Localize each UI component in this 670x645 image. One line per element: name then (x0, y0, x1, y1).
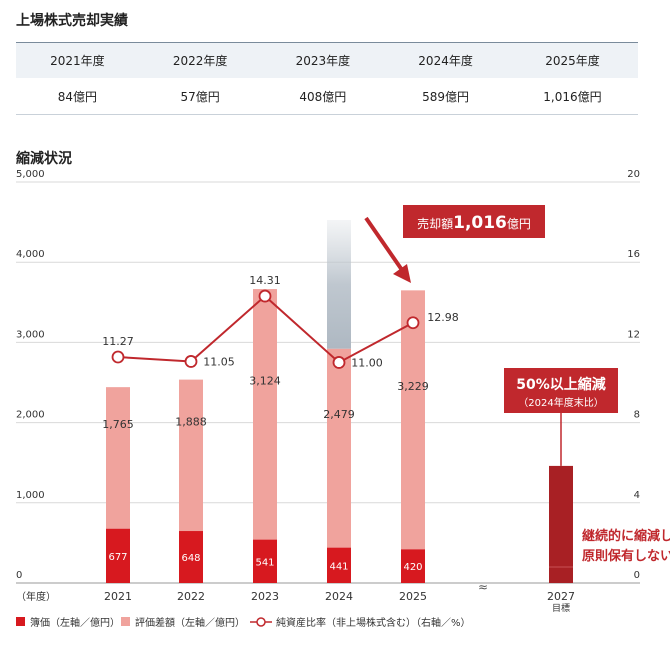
valuation-diff-label: 3,229 (397, 380, 429, 393)
book-value-bar (106, 528, 130, 583)
book-value-bar (253, 539, 277, 583)
ratio-label: 11.27 (102, 335, 134, 348)
sales-year-cell: 2021年度 (16, 42, 139, 78)
sale-callout-box (403, 205, 545, 238)
sales-year-cell: 2024年度 (384, 42, 507, 78)
left-axis-tick-label: 4,000 (16, 249, 45, 260)
valuation-diff-bar (327, 348, 351, 548)
x-tick-label: 2024 (325, 590, 353, 603)
book-value-label: 441 (329, 561, 348, 572)
book-value-bar (179, 531, 203, 583)
reduce-callout-box (504, 368, 618, 413)
sale-callout-text: 売却額1,016億円 (417, 213, 531, 233)
right-axis-tick-label: 12 (627, 329, 640, 340)
x-tick-label: 2025 (399, 590, 427, 603)
sales-amount-cell: 408億円 (261, 78, 385, 115)
book-value-bar (401, 549, 425, 583)
right-axis-tick-label: 16 (627, 249, 640, 260)
legend-swatch-book-value (16, 617, 25, 626)
left-axis-tick-label: 3,000 (16, 329, 45, 340)
x-tick-sublabel-target: 目標 (552, 602, 570, 614)
right-axis-tick-label: 4 (634, 490, 640, 501)
legend-swatch-valuation-diff (121, 617, 130, 626)
legend-label-valuation-diff: 評価差額（左軸／億円） (135, 616, 245, 629)
x-tick-label: 2023 (251, 590, 279, 603)
sales-amount-cell: 589億円 (384, 78, 507, 115)
reduce-callout-line2: （2024年度末比） (518, 396, 603, 409)
left-axis-tick-label: 5,000 (16, 169, 45, 180)
sales-year-cell: 2023年度 (261, 42, 385, 78)
valuation-diff-bar (401, 290, 425, 550)
sales-amount-cell: 1,016億円 (506, 78, 638, 115)
book-value-bar (327, 547, 351, 583)
valuation-diff-label: 3,124 (249, 374, 281, 387)
sales-year-cell: 2025年度 (506, 42, 638, 78)
axis-break-icon: ≈ (478, 580, 488, 594)
ratio-point (184, 355, 198, 368)
ratio-label: 11.05 (203, 355, 235, 368)
sales-amount-cell: 84億円 (16, 78, 139, 115)
sales-amount-cell: 57億円 (138, 78, 262, 115)
legend-label-ratio: 純資産比率（非上場株式含む）（右軸／%） (276, 616, 471, 629)
policy-text-line1: 継続的に縮減し (582, 528, 670, 544)
right-axis-tick-label: 20 (627, 169, 640, 180)
ratio-point (111, 350, 125, 364)
sales-year-cell: 2022年度 (138, 42, 262, 78)
valuation-diff-label: 1,765 (102, 418, 134, 431)
left-axis-tick-label: 1,000 (16, 490, 45, 501)
legend-label-book-value: 簿価（左軸／億円） (30, 616, 120, 629)
valuation-diff-label: 1,888 (175, 415, 207, 428)
chart-section-title: 縮減状況 (16, 151, 72, 167)
x-axis-unit-label: （年度） (16, 590, 56, 603)
x-tick-label-target: 2027 (547, 590, 575, 603)
book-value-label: 541 (255, 557, 274, 568)
right-axis-tick-label: 0 (634, 570, 640, 581)
valuation-diff-bar (179, 379, 203, 532)
sales-table: 2021年度 2022年度 2023年度 2024年度 2025年度 84億円 … (16, 42, 638, 115)
sales-table-amount-row: 84億円 57億円 408億円 589億円 1,016億円 (16, 78, 638, 115)
sale-callout-arrowhead (393, 264, 411, 283)
ratio-point (406, 316, 420, 330)
ratio-point (258, 289, 272, 303)
x-tick-label: 2021 (104, 590, 132, 603)
ratio-label: 11.00 (351, 356, 383, 369)
reduce-callout-line1: 50%以上縮減 (516, 376, 606, 393)
right-axis-tick-label: 8 (634, 410, 640, 421)
target-bar (549, 465, 573, 583)
left-axis-tick-label: 2,000 (16, 410, 45, 421)
book-value-label: 420 (403, 562, 422, 573)
policy-text-line2: 原則保有しない (582, 548, 670, 564)
sale-indication-bar (327, 220, 351, 349)
legend-marker-ratio (256, 617, 266, 627)
book-value-label: 677 (108, 552, 127, 563)
sales-table-header-row: 2021年度 2022年度 2023年度 2024年度 2025年度 (16, 42, 638, 78)
sale-callout-arrow-shaft (364, 216, 404, 272)
x-tick-label: 2022 (177, 590, 205, 603)
valuation-diff-label: 2,479 (323, 408, 355, 421)
ratio-label: 12.98 (427, 311, 459, 324)
valuation-diff-bar (253, 289, 277, 540)
valuation-diff-bar (106, 387, 130, 529)
left-axis-tick-label: 0 (16, 570, 22, 581)
ratio-label: 14.31 (249, 274, 281, 287)
sales-section-title: 上場株式売却実績 (16, 13, 128, 29)
book-value-label: 648 (181, 553, 200, 564)
ratio-point (332, 356, 346, 369)
